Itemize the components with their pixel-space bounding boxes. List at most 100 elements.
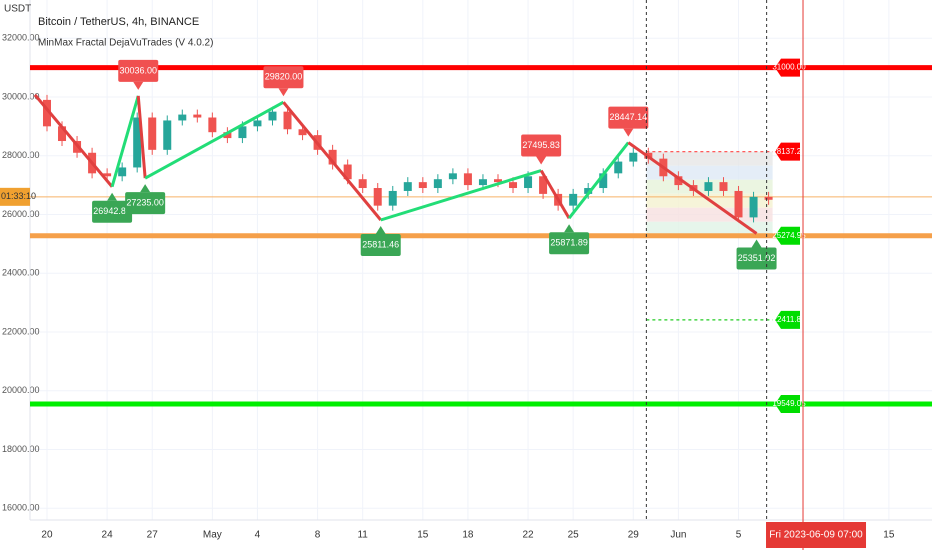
pivot-pointer	[564, 224, 575, 233]
pivot-label: 25871.89	[550, 238, 588, 248]
candle-body	[283, 111, 292, 130]
candle-body	[223, 132, 232, 139]
x-tick-label: 22	[522, 530, 534, 541]
y-tick-label: 28000.00	[2, 150, 40, 160]
candle-body	[178, 114, 187, 121]
level-tag	[775, 310, 800, 329]
candle-body	[358, 179, 367, 189]
x-tick-label: 24	[102, 530, 114, 541]
indicator-name: MinMax Fractal DejaVuTrades (V 4.0.2)	[38, 38, 213, 49]
pivot-tag	[608, 106, 649, 129]
x-tick-label: 8	[315, 530, 321, 541]
pivot-tag	[92, 200, 133, 223]
countdown: 01:33:10	[1, 191, 36, 201]
candle-body	[599, 173, 608, 189]
candle-body	[524, 176, 533, 189]
level-label: 25274.95	[772, 231, 806, 240]
level-tag	[775, 226, 800, 245]
x-tick-label: May	[203, 530, 222, 541]
zigzag-segment	[380, 169, 542, 222]
zigzag-segment	[627, 141, 758, 235]
x-tick-label: 15	[883, 530, 895, 541]
pivot-tag	[125, 192, 166, 215]
candle-body	[328, 149, 337, 165]
x-tick-label: 11	[357, 530, 368, 541]
x-tick-label: 4	[255, 530, 261, 541]
candle-body	[764, 196, 773, 200]
cursor-tag	[766, 522, 867, 548]
candle-body	[193, 114, 202, 118]
pivot-pointer	[623, 128, 634, 137]
y-tick-label: 18000.00	[2, 444, 40, 454]
level-label: 28137.27	[772, 147, 806, 156]
zigzag-segment	[33, 93, 114, 188]
candle-body	[403, 182, 412, 191]
zigzag-segment	[110, 95, 140, 188]
candle-body	[734, 190, 743, 218]
candle-body	[463, 173, 472, 186]
x-tick-label: 27	[147, 530, 159, 541]
candle-body	[208, 117, 217, 133]
candle-body	[58, 126, 67, 142]
x-tick-label: 18	[462, 530, 474, 541]
pivot-pointer	[751, 239, 762, 248]
x-tick-label: Jun	[670, 530, 686, 541]
chart-title: Bitcoin / TetherUS, 4h, BINANCE	[38, 16, 199, 28]
cursor-label: Fri 2023-06-09 07:00	[769, 530, 863, 541]
candle-body	[749, 196, 758, 218]
candle-body	[343, 164, 352, 180]
currency: USDT	[4, 4, 31, 15]
pivot-label: 25351.02	[738, 253, 776, 263]
pivot-tag	[360, 234, 401, 257]
candle-body	[433, 179, 442, 189]
pivot-label: 27495.83	[522, 140, 560, 150]
level-label: 19549.05	[772, 399, 806, 408]
y-tick-label: 26000.00	[2, 209, 40, 219]
candle-body	[133, 117, 142, 168]
countdown-tag	[0, 187, 30, 206]
pivot-tag	[549, 232, 590, 255]
projection-band	[646, 151, 773, 166]
level-tag	[775, 394, 800, 413]
candle-body	[388, 190, 397, 206]
candle-body	[148, 117, 157, 150]
candle-body	[569, 193, 578, 206]
zigzag-segment	[136, 95, 147, 179]
candle-body	[539, 176, 548, 194]
candle-body	[118, 167, 127, 177]
pivot-label: 28447.14	[610, 112, 648, 122]
candle-body	[493, 179, 502, 183]
pivot-label: 26942.82	[93, 206, 131, 216]
candle-body	[629, 152, 638, 162]
candle-body	[418, 182, 427, 189]
y-tick-label: 24000.00	[2, 268, 40, 278]
candle-body	[42, 99, 51, 127]
candle-body	[614, 161, 623, 174]
zigzag-segment	[282, 101, 382, 221]
candle-body	[103, 173, 112, 177]
pivot-pointer	[140, 184, 151, 193]
y-tick-label: 22000.00	[2, 326, 40, 336]
candle-body	[238, 126, 247, 139]
y-tick-label: 30000.00	[2, 91, 40, 101]
x-tick-label: 25	[568, 530, 580, 541]
pivot-pointer	[375, 226, 386, 235]
x-tick-label: 5	[736, 530, 742, 541]
zigzag-segment	[567, 141, 630, 220]
zigzag-segment	[144, 100, 285, 180]
level-tag	[775, 142, 800, 161]
pivot-pointer	[107, 192, 118, 201]
candle-body	[719, 182, 728, 191]
projection-band	[646, 221, 773, 236]
pivot-label: 30036.00	[119, 65, 157, 75]
candle-body	[163, 120, 172, 150]
candle-body	[584, 188, 593, 194]
pivot-label: 27235.00	[126, 198, 164, 208]
candle-body	[509, 182, 518, 189]
pivot-label: 25811.46	[362, 239, 399, 249]
y-tick-label: 32000.00	[2, 33, 40, 43]
pivot-label: 29820.00	[265, 72, 303, 82]
level-label: 22411.83	[773, 315, 806, 324]
